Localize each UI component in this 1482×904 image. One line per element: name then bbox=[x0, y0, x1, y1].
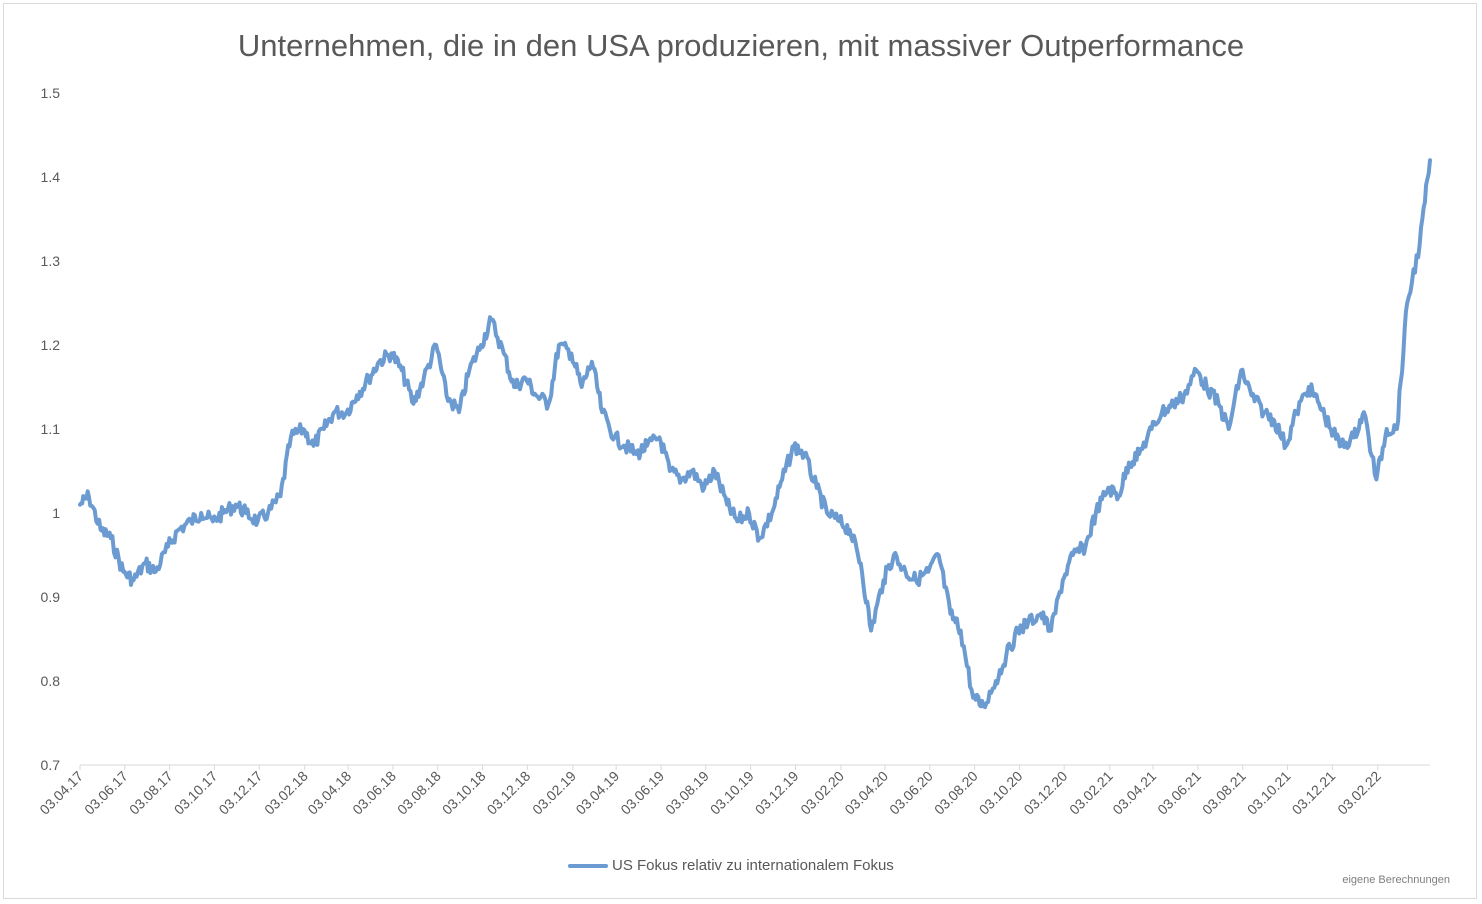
x-tick-label: 03.04.18 bbox=[304, 768, 354, 818]
y-tick-label: 0.8 bbox=[41, 673, 61, 689]
x-tick-label: 03.12.20 bbox=[1020, 768, 1070, 818]
x-tick-label: 03.12.17 bbox=[215, 768, 265, 818]
x-tick-label: 03.04.17 bbox=[36, 768, 86, 818]
source-note: eigene Berechnungen bbox=[1342, 874, 1450, 886]
y-tick-label: 0.7 bbox=[41, 757, 61, 773]
x-tick-label: 03.06.17 bbox=[81, 768, 131, 818]
y-tick-label: 1 bbox=[52, 505, 60, 521]
x-tick-label: 03.10.21 bbox=[1244, 768, 1294, 818]
x-tick-label: 03.10.19 bbox=[707, 768, 757, 818]
x-tick-label: 03.02.18 bbox=[261, 768, 311, 818]
x-tick-label: 03.12.18 bbox=[484, 768, 534, 818]
chart-title: Unternehmen, die in den USA produzieren,… bbox=[237, 28, 1245, 63]
x-tick-label: 03.08.19 bbox=[662, 768, 712, 818]
x-tick-label: 03.06.21 bbox=[1154, 768, 1204, 818]
legend: US Fokus relativ zu internationalem Foku… bbox=[568, 857, 894, 874]
y-tick-label: 1.4 bbox=[41, 169, 61, 185]
x-tick-label: 03.08.17 bbox=[126, 768, 176, 818]
x-tick-label: 03.02.19 bbox=[529, 768, 579, 818]
y-tick-label: 1.3 bbox=[41, 253, 61, 269]
legend-swatch bbox=[568, 863, 608, 868]
x-tick-label: 03.04.19 bbox=[572, 768, 622, 818]
y-tick-label: 0.9 bbox=[41, 589, 61, 605]
x-tick-label: 03.08.18 bbox=[394, 768, 444, 818]
x-tick-label: 03.02.22 bbox=[1334, 768, 1384, 818]
x-tick-label: 03.04.20 bbox=[841, 768, 891, 818]
y-tick-label: 1.5 bbox=[41, 85, 61, 101]
x-tick-label: 03.02.21 bbox=[1066, 768, 1116, 818]
x-tick-label: 03.06.18 bbox=[349, 768, 399, 818]
x-tick-label: 03.12.21 bbox=[1289, 768, 1339, 818]
x-tick-label: 03.08.21 bbox=[1199, 768, 1249, 818]
x-tick-label: 03.10.18 bbox=[439, 768, 489, 818]
y-tick-label: 1.2 bbox=[41, 337, 61, 353]
x-tick-label: 03.02.20 bbox=[797, 768, 847, 818]
legend-label: US Fokus relativ zu internationalem Foku… bbox=[612, 857, 894, 874]
x-tick-label: 03.12.19 bbox=[752, 768, 802, 818]
x-tick-label: 03.06.20 bbox=[886, 768, 936, 818]
x-tick-label: 03.10.17 bbox=[171, 768, 221, 818]
series-line bbox=[78, 158, 1432, 710]
x-axis: 03.04.1703.06.1703.08.1703.10.1703.12.17… bbox=[36, 765, 1384, 818]
chart-frame bbox=[3, 3, 1477, 899]
y-tick-label: 1.1 bbox=[41, 421, 61, 437]
x-tick-label: 03.04.21 bbox=[1109, 768, 1159, 818]
y-axis: 0.7 0.8 0.9 1 1.1 1.2 1.3 1.4 1.5 bbox=[41, 85, 61, 773]
x-tick-label: 03.10.20 bbox=[976, 768, 1026, 818]
x-tick-label: 03.08.20 bbox=[931, 768, 981, 818]
x-tick-label: 03.06.19 bbox=[617, 768, 667, 818]
